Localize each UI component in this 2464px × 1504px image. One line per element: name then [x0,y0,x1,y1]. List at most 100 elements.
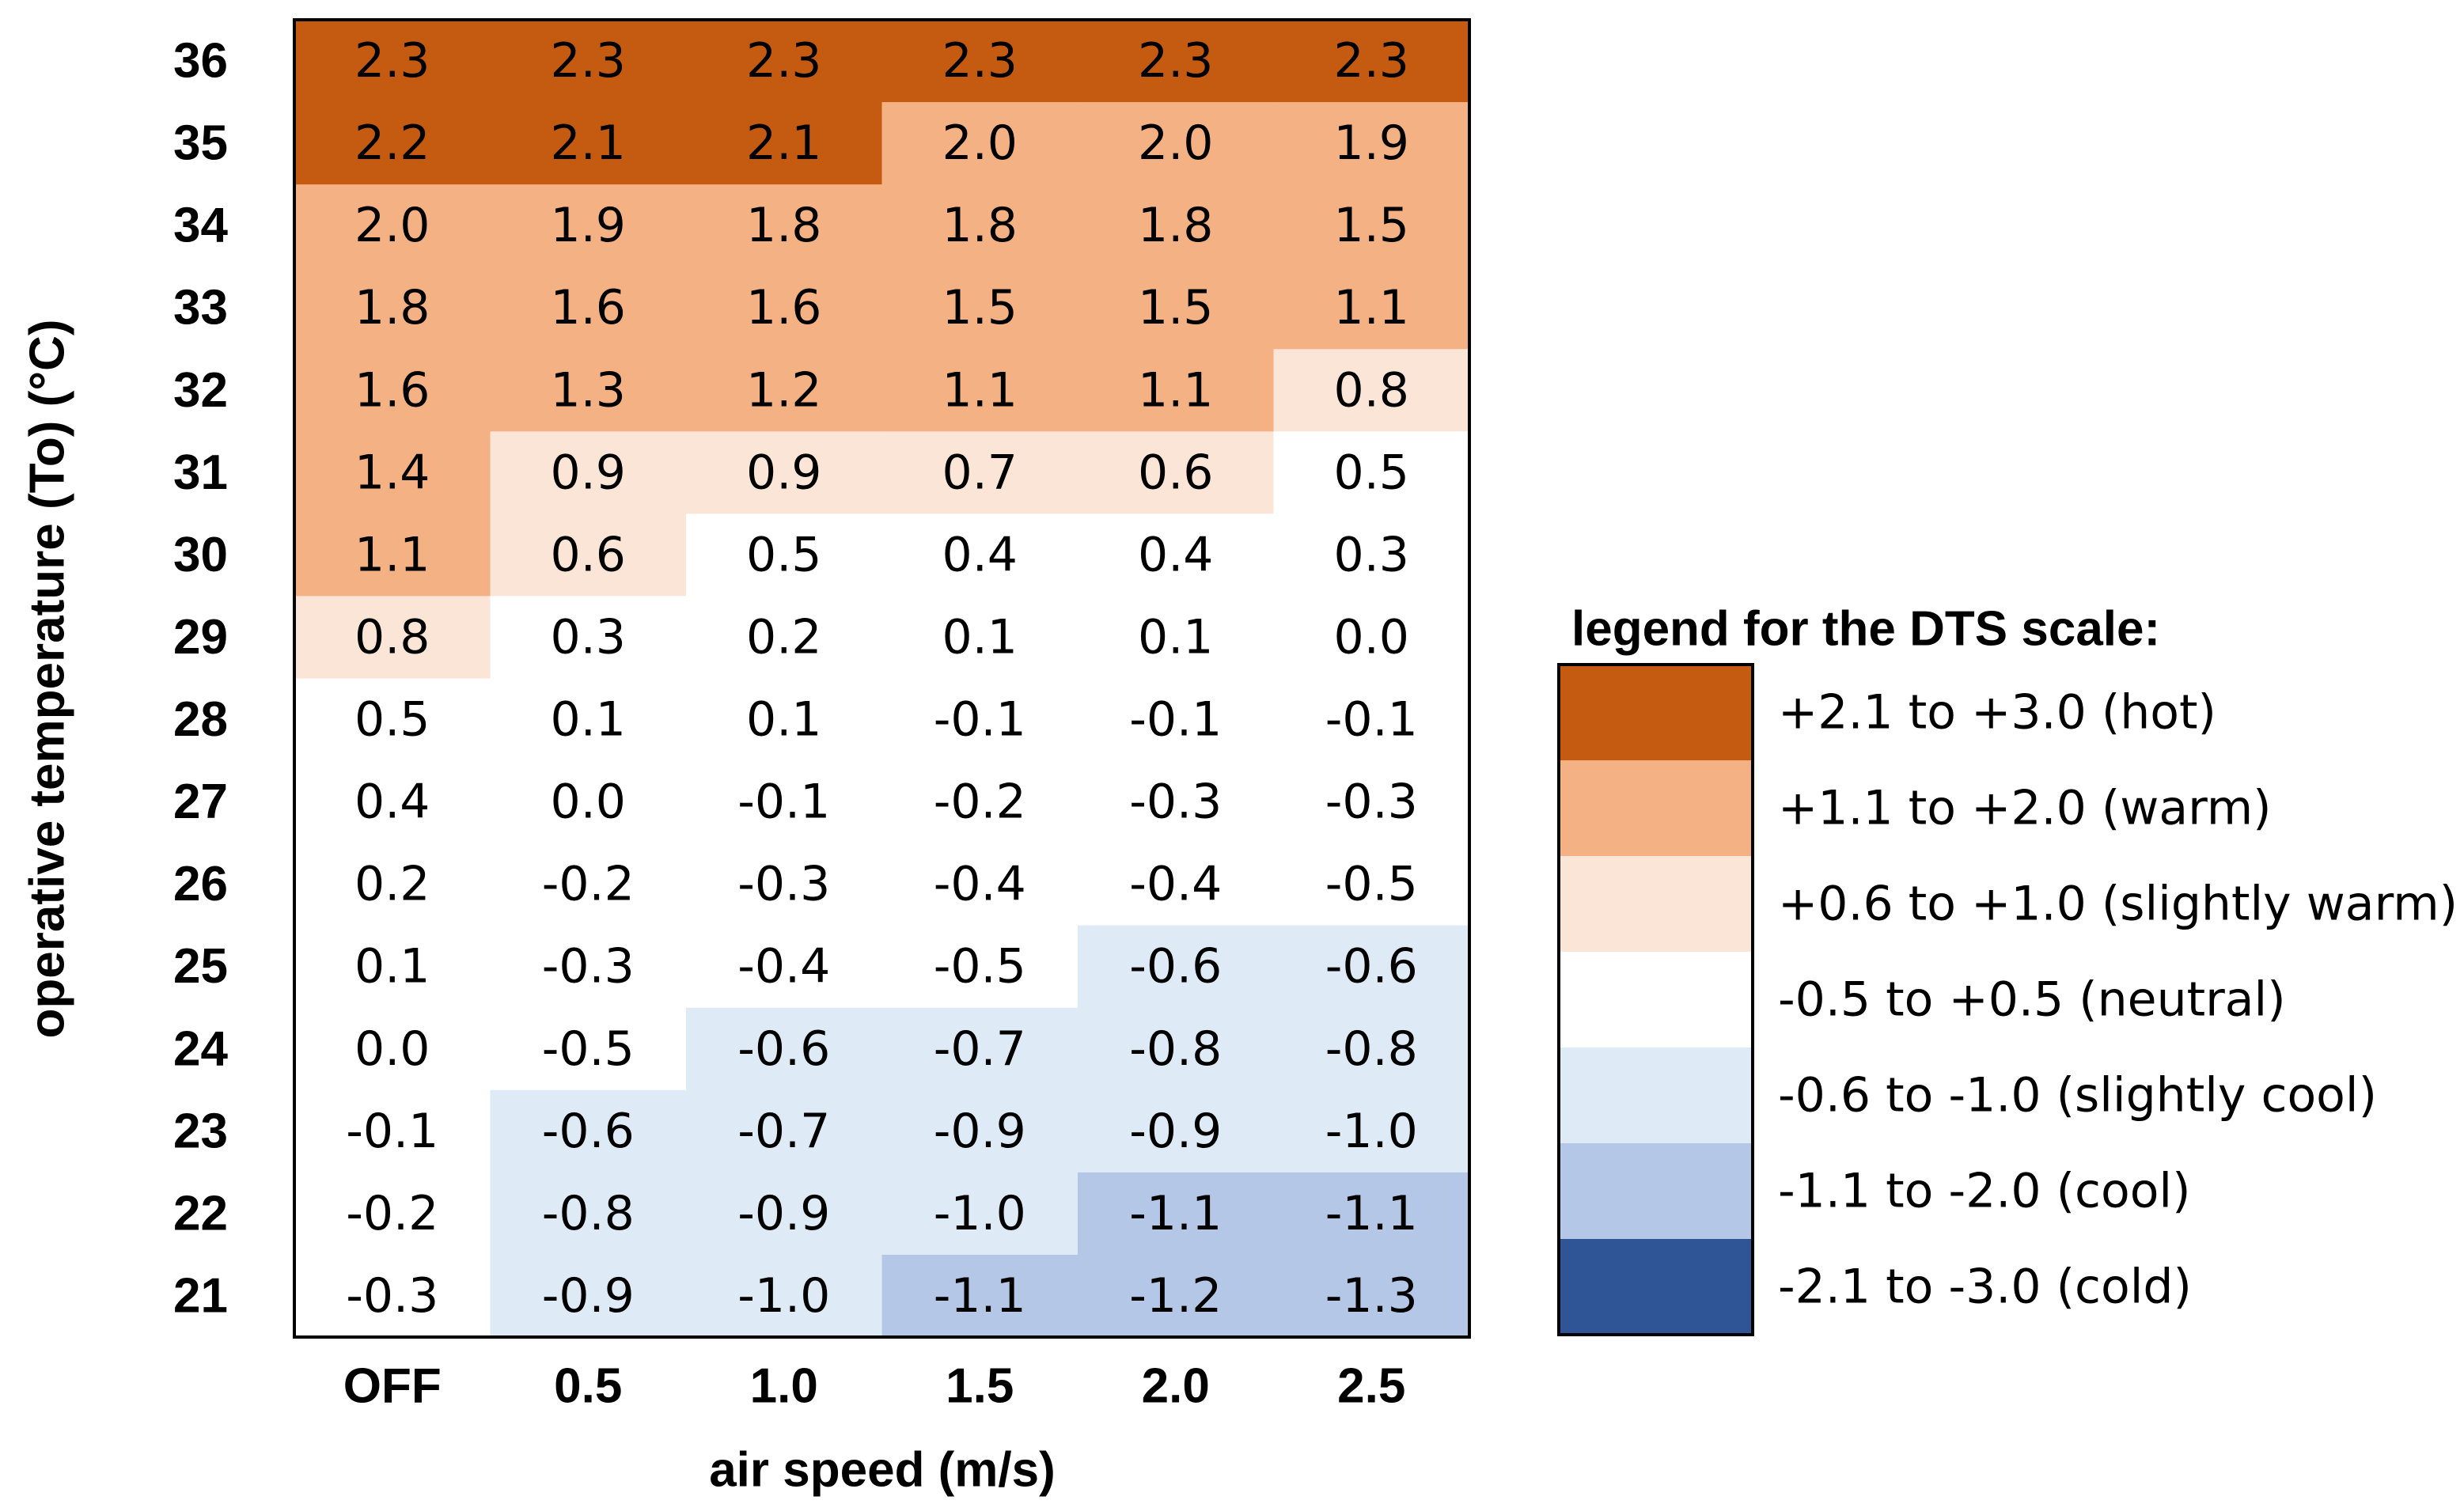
heatmap-cell-value: 0.3 [1334,527,1409,582]
heatmap-cell-value: 1.9 [551,198,626,253]
heatmap-cell-value: 0.9 [551,445,626,500]
heatmap-cell-value: 0.2 [746,609,821,665]
heatmap-cell [294,843,491,926]
heatmap-cell-value: -1.0 [934,1186,1026,1241]
legend-label: -0.6 to -1.0 (slightly cool) [1778,1068,2377,1123]
heatmap-cell-value: 2.3 [551,33,626,89]
heatmap-cell-value: 1.5 [1334,198,1409,253]
heatmap-cell-value: 0.0 [354,1021,430,1077]
legend-title: legend for the DTS scale: [1571,602,2160,657]
heatmap-cell-value: -0.4 [1129,857,1222,912]
heatmap-cell [294,760,491,844]
heatmap-cells [294,20,1470,1338]
heatmap-cell [490,20,687,103]
x-tick-label: 1.5 [946,1359,1014,1414]
heatmap-cell-value: 0.8 [354,609,430,665]
y-axis-title: operative temperature (To) (°C) [21,320,75,1039]
heatmap-cell-value: 2.3 [746,33,821,89]
heatmap-cell [686,513,883,597]
heatmap-cell-value: 2.2 [354,116,430,171]
heatmap-cell-value: 0.4 [354,775,430,830]
heatmap-cell-value: 1.9 [1334,116,1409,171]
heatmap-cell-value: -1.1 [934,1268,1026,1324]
heatmap-cell-value: 0.7 [942,445,1018,500]
legend-swatch [1559,760,1753,857]
heatmap-cell-value: 1.1 [942,362,1018,418]
heatmap-cell [1273,1089,1470,1173]
heatmap-cell [490,1089,687,1173]
heatmap-cell [1078,760,1275,844]
y-axis-tick-labels: 36 35 34 33 32 31 30 29 28 27 26 25 24 23 22 21 [173,34,228,1324]
heatmap-cell-value: 1.1 [354,527,430,582]
heatmap-cell [881,267,1078,350]
heatmap-cell-value: -0.9 [542,1268,635,1324]
heatmap-cell [1273,184,1470,267]
legend-label: +1.1 to +2.0 (warm) [1778,781,2272,836]
heatmap-cell-value: 0.4 [1138,527,1213,582]
heatmap-cell-value: -0.1 [346,1104,438,1159]
heatmap-cell [686,843,883,926]
heatmap-cell-value: -1.1 [1129,1186,1222,1241]
heatmap-cell-value: 1.8 [746,198,821,253]
heatmap-cell [686,1172,883,1256]
heatmap-cell-value: 2.3 [1334,33,1409,89]
x-tick-label: 1.0 [750,1359,818,1414]
heatmap-cell [881,843,1078,926]
legend-label: -1.1 to -2.0 (cool) [1778,1164,2190,1219]
heatmap-cell [1078,1172,1275,1256]
legend-label: -2.1 to -3.0 (cold) [1778,1260,2192,1315]
heatmap-cell [490,1172,687,1256]
y-tick-label: 34 [173,199,228,253]
legend-swatch [1559,1143,1753,1240]
heatmap-cell [686,20,883,103]
heatmap-cell-value: 0.5 [354,692,430,748]
heatmap-cell [294,596,491,680]
x-tick-label: OFF [343,1359,442,1414]
heatmap-cell-value: -1.2 [1129,1268,1222,1324]
heatmap-cell-value: 0.5 [746,527,821,582]
heatmap-cell-value: 1.5 [942,280,1018,335]
heatmap-cell [881,1089,1078,1173]
heatmap-cell-value: -0.9 [934,1104,1026,1159]
y-tick-label: 31 [173,445,228,500]
heatmap-cell [490,843,687,926]
heatmap-cell [1273,349,1470,432]
heatmap-cell-value: 1.1 [1334,280,1409,335]
heatmap-cell-value: 1.8 [1138,198,1213,253]
heatmap-cell-value: -0.3 [346,1268,438,1324]
heatmap-cell [881,431,1078,514]
heatmap-cell-value: -0.4 [934,857,1026,912]
heatmap-cell-value: -0.7 [737,1104,830,1159]
heatmap-cell [294,678,491,762]
x-tick-label: 2.0 [1142,1359,1210,1414]
heatmap-cell [490,678,687,762]
heatmap-cell-value: 1.4 [354,445,430,500]
heatmap-cell-value: 0.9 [746,445,821,500]
heatmap-cell [881,184,1078,267]
y-tick-label: 32 [173,363,228,418]
heatmap-cell [1273,1172,1470,1256]
heatmap-cell-value: -0.9 [1129,1104,1222,1159]
heatmap-cell-value: -0.7 [934,1021,1026,1077]
heatmap-cell-value: -1.0 [1325,1104,1418,1159]
heatmap-cell [1078,102,1275,185]
heatmap-cell [294,1089,491,1173]
y-tick-label: 27 [173,775,228,829]
y-tick-label: 25 [173,939,228,994]
heatmap-cell-value: 0.6 [1138,445,1213,500]
heatmap-cell-value: -0.3 [1129,775,1222,830]
heatmap-cell [881,1172,1078,1256]
y-tick-label: 33 [173,281,228,335]
heatmap-cell-value: 1.8 [354,280,430,335]
heatmap-cell [686,678,883,762]
heatmap-cell [686,1254,883,1338]
heatmap-cell-value: -0.1 [737,775,830,830]
heatmap-cell-value: 1.6 [551,280,626,335]
heatmap-cell-value: -0.5 [1325,857,1418,912]
heatmap-cell-value: -0.8 [542,1186,635,1241]
heatmap-cell [1078,349,1275,432]
heatmap-cell-value: 2.1 [551,116,626,171]
heatmap-cell [490,1254,687,1338]
heatmap-cell [881,1007,1078,1091]
heatmap-cell-value: 0.2 [354,857,430,912]
